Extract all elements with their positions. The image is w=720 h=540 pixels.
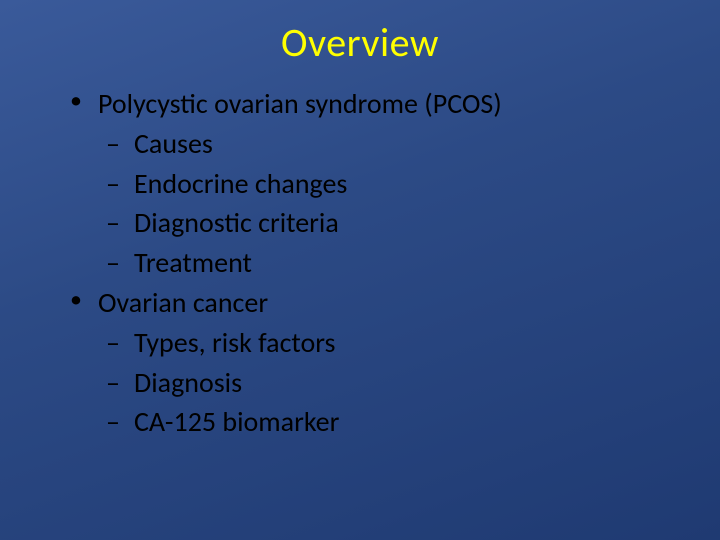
bullet-l2: Endocrine changes (106, 165, 720, 203)
bullet-text: Causes (134, 126, 213, 161)
bullet-text: Endocrine changes (134, 166, 347, 201)
bullet-l2: CA-125 biomarker (106, 403, 720, 441)
bullet-text: Polycystic ovarian syndrome (PCOS) (98, 86, 502, 121)
slide-body: Polycystic ovarian syndrome (PCOS) Cause… (0, 67, 720, 441)
bullet-l2: Types, risk factors (106, 324, 720, 362)
slide: Overview Polycystic ovarian syndrome (PC… (0, 0, 720, 540)
slide-title: Overview (0, 0, 720, 67)
bullet-l2: Treatment (106, 244, 720, 282)
bullet-text: Diagnosis (134, 365, 242, 400)
bullet-l2: Causes (106, 125, 720, 163)
bullet-text: Treatment (134, 245, 252, 280)
bullet-l2: Diagnosis (106, 364, 720, 402)
bullet-text: Types, risk factors (134, 325, 336, 360)
bullet-l2: Diagnostic criteria (106, 204, 720, 242)
bullet-text: Diagnostic criteria (134, 205, 339, 240)
bullet-l1: Polycystic ovarian syndrome (PCOS) (70, 85, 720, 123)
bullet-text: Ovarian cancer (98, 285, 268, 320)
bullet-l1: Ovarian cancer (70, 284, 720, 322)
bullet-text: CA-125 biomarker (134, 404, 339, 439)
